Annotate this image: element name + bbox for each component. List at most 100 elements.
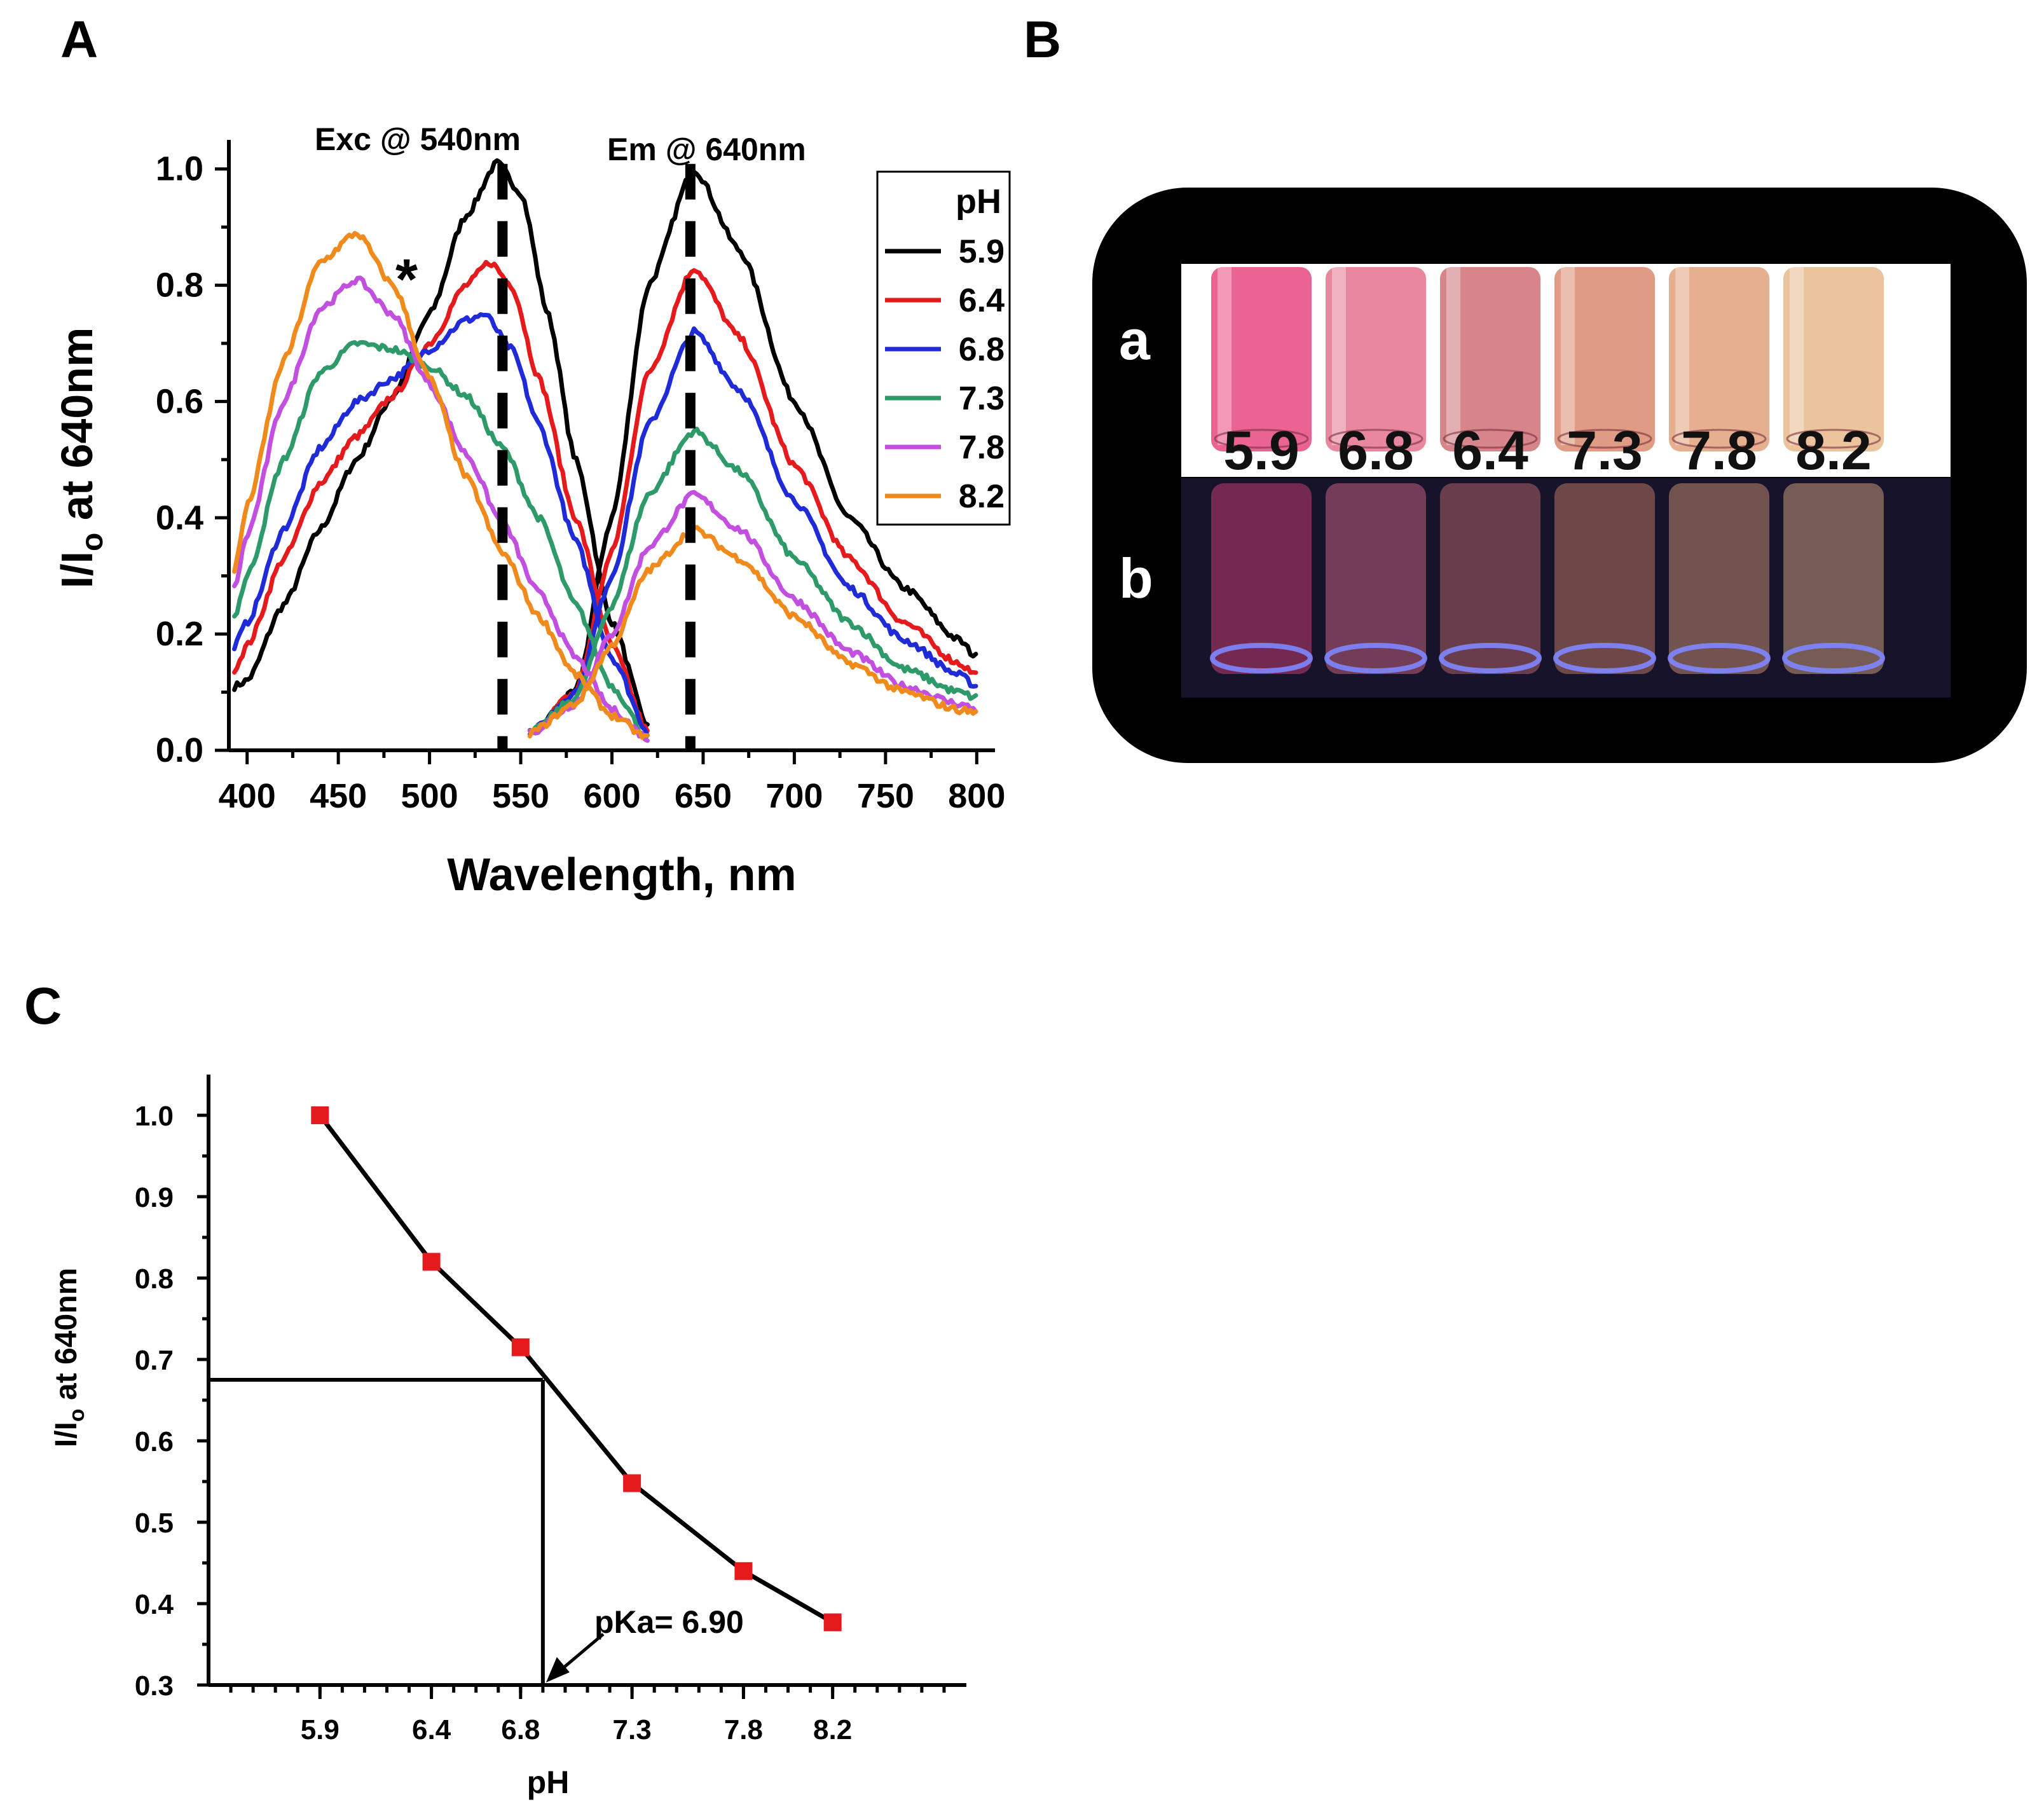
vial-bottom-rim xyxy=(1671,429,1767,449)
panel-a-x-tick-label: 700 xyxy=(765,777,823,815)
vial-uv-ph-7.8 xyxy=(1669,483,1769,674)
vial-ph-label: 6.8 xyxy=(1338,420,1414,481)
vial-uv-ph-6.8 xyxy=(1326,483,1426,674)
panel-a-x-tick-label: 500 xyxy=(401,777,458,815)
pka-data-line xyxy=(318,1113,834,1625)
vial-highlight xyxy=(1446,267,1460,445)
spectrum-ph-7.3-emission xyxy=(527,426,978,734)
vial-uv-glow xyxy=(1324,643,1427,673)
row-label-a: a xyxy=(1119,308,1151,371)
pka-arrow-head xyxy=(545,1657,570,1682)
isosbestic-star: * xyxy=(395,248,418,312)
data-point-ph-6.4 xyxy=(422,1253,441,1271)
vial-uv-ph-5.9 xyxy=(1211,483,1312,674)
vial-daylight-ph-6.4 xyxy=(1440,267,1540,451)
spectrum-ph-6.4-excitation xyxy=(232,259,650,733)
panel-a-y-tick-label: 0.8 xyxy=(156,266,203,305)
vial-bottom-rim xyxy=(1786,429,1881,449)
panel-c-y-tick-label: 0.9 xyxy=(135,1182,174,1213)
vial-ph-label: 7.8 xyxy=(1681,420,1757,481)
legend-title: pH xyxy=(956,182,1001,221)
panel-c-xlabel: pH xyxy=(527,1764,570,1800)
legend-label: 7.3 xyxy=(959,380,1005,417)
row-label-b: b xyxy=(1119,547,1153,610)
em-annotation: Em @ 640nm xyxy=(607,132,806,167)
panel-c-x-tick-label: 8.2 xyxy=(813,1714,852,1745)
vial-uv-glow xyxy=(1782,643,1885,673)
panel-a-x-tick-label: 650 xyxy=(675,777,732,815)
panel-a-x-tick-label: 600 xyxy=(583,777,640,815)
vial-highlight xyxy=(1790,267,1804,445)
vial-ph-label: 7.3 xyxy=(1567,420,1643,481)
panel-a-x-tick-label: 800 xyxy=(948,777,1005,815)
vial-bottom-rim xyxy=(1328,429,1423,449)
legend-label: 7.8 xyxy=(959,429,1005,466)
vial-bottom-rim xyxy=(1214,429,1309,449)
panel-a-y-tick-label: 0.4 xyxy=(156,499,203,537)
panel-c-x-tick-label: 6.8 xyxy=(501,1714,540,1745)
panel-a-y-tick-label: 0.2 xyxy=(156,615,203,653)
panel-a-y-tick-label: 0.6 xyxy=(156,382,203,420)
vial-photo-panel: a b 5.9 6.8 6.4 7.3 7.8 8.2 xyxy=(1092,188,2027,763)
panel-c-y-tick-label: 0.4 xyxy=(135,1589,174,1620)
panel-c-ylabel: I/Io at 640nm xyxy=(50,1268,89,1447)
data-point-ph-5.9 xyxy=(311,1106,329,1124)
legend-label: 8.2 xyxy=(959,478,1005,515)
vial-ph-label: 8.2 xyxy=(1795,420,1872,481)
data-point-ph-6.8 xyxy=(511,1338,530,1356)
pka-annotation: pKa= 6.90 xyxy=(594,1604,744,1640)
panel-c-ylabel-sub: o xyxy=(65,1408,89,1422)
vial-daylight-ph-8.2 xyxy=(1783,267,1884,451)
vial-highlight xyxy=(1675,267,1689,445)
vial-bottom-rim xyxy=(1557,429,1652,449)
panel-letter-a: A xyxy=(60,11,98,69)
panel-a-x-tick-label: 750 xyxy=(857,777,914,815)
spectrum-ph-8.2-excitation xyxy=(232,231,650,740)
ph-legend: pH 5.9 6.4 6.8 7.3 7.8 8.2 xyxy=(876,170,1011,526)
panel-c-y-tick-label: 0.6 xyxy=(135,1426,174,1457)
vial-highlight xyxy=(1332,267,1346,445)
vial-daylight-ph-6.8 xyxy=(1326,267,1426,451)
vial-bottom-rim xyxy=(1443,429,1538,449)
vial-uv-glow xyxy=(1439,643,1542,673)
spectrum-ph-6.8-excitation xyxy=(232,312,650,738)
vial-uv-glow xyxy=(1668,643,1771,673)
vial-highlight xyxy=(1217,267,1231,445)
panel-c-y-tick-label: 1.0 xyxy=(135,1101,174,1132)
vial-daylight-ph-5.9 xyxy=(1211,267,1312,451)
panel-a-x-tick-label: 550 xyxy=(492,777,549,815)
spectra-chart: 400 450 500 550 600 650 700 750 800 0.0 0.2 0.4 0.6 0… xyxy=(52,121,1011,900)
panel-c-ylabel-rest: at 640nm xyxy=(50,1268,83,1408)
panel-c-x-tick-label: 7.3 xyxy=(613,1714,652,1745)
panel-a-x-tick-label: 400 xyxy=(219,777,276,815)
panel-a-y-tick-label: 0.0 xyxy=(156,731,203,769)
legend-label: 5.9 xyxy=(959,233,1005,270)
vial-daylight-ph-7.3 xyxy=(1554,267,1655,451)
vial-uv-ph-8.2 xyxy=(1783,483,1884,674)
spectrum-ph-5.9-emission xyxy=(527,169,978,735)
spectrum-ph-7.8-emission xyxy=(527,490,978,736)
vial-uv-glow xyxy=(1553,643,1656,673)
spectrum-ph-6.4-emission xyxy=(527,268,978,734)
spectrum-ph-6.8-emission xyxy=(527,326,978,737)
vial-uv-glow xyxy=(1210,643,1313,673)
data-point-ph-7.8 xyxy=(734,1562,753,1580)
vial-uv-ph-7.3 xyxy=(1554,483,1655,674)
panel-a-ylabel-rest: at 640nm xyxy=(52,327,102,533)
panel-letter-c: C xyxy=(24,977,62,1035)
panel-c-y-tick-label: 0.7 xyxy=(135,1345,174,1376)
panel-letter-b: B xyxy=(1024,11,1061,69)
panel-a-x-tick-label: 450 xyxy=(310,777,367,815)
legend-label: 6.4 xyxy=(959,282,1005,319)
panel-a-y-tick-label: 1.0 xyxy=(156,150,203,188)
exc-annotation: Exc @ 540nm xyxy=(315,121,521,157)
data-point-ph-7.3 xyxy=(623,1474,641,1492)
vial-daylight-ph-7.8 xyxy=(1669,267,1769,451)
panel-c-x-tick-label: 5.9 xyxy=(301,1714,340,1745)
panel-c-y-tick-label: 0.8 xyxy=(135,1263,174,1295)
spectrum-ph-8.2-emission xyxy=(527,525,978,739)
panel-a-xlabel: Wavelength, nm xyxy=(447,850,796,900)
pka-chart: 0.3 0.4 0.5 0.6 0.7 0.8 0.9 1.0 5.9 6.4 6.8 7.3 7.8 8… xyxy=(50,1075,966,1800)
legend-label: 6.8 xyxy=(959,331,1005,368)
spectrum-ph-5.9-excitation xyxy=(232,158,650,727)
